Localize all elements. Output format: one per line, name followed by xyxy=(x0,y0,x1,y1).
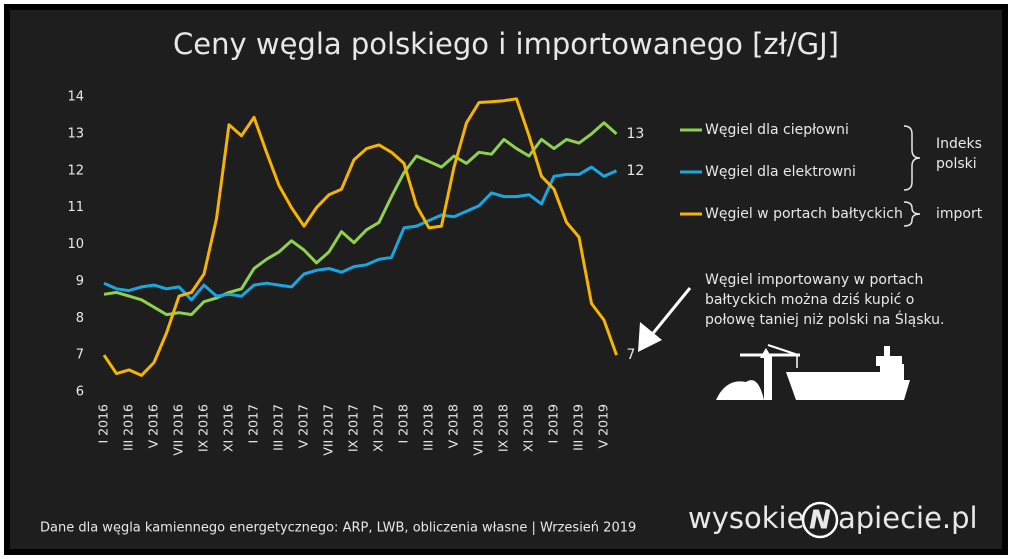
end-label: 13 xyxy=(627,126,645,142)
legend-label: Węgiel dla elektrowni xyxy=(705,164,856,180)
x-tick-label: IX 2018 xyxy=(496,404,511,452)
legend-label: Węgiel w portach bałtyckich xyxy=(705,206,903,222)
x-tick-label: IX 2016 xyxy=(196,404,211,452)
legend-group-label: polski xyxy=(936,156,977,172)
logo-letter: N xyxy=(809,506,831,536)
x-tick-label: III 2018 xyxy=(421,404,436,451)
x-tick-label: VII 2016 xyxy=(171,404,186,456)
x-tick-label: IX 2017 xyxy=(346,404,361,452)
series-line xyxy=(103,165,618,302)
logo-text: wysokie xyxy=(688,501,804,535)
annotation: połowę taniej niż polski na Śląsku. xyxy=(705,310,945,328)
x-tick-label: I 2019 xyxy=(546,404,561,444)
annotation: Węgiel importowany w portach xyxy=(705,272,923,288)
x-tick-label: XI 2016 xyxy=(221,404,236,452)
x-tick-label: XI 2018 xyxy=(521,404,536,452)
annotation: bałtyckich można dziś kupić o xyxy=(705,292,914,308)
x-tick-label: VII 2017 xyxy=(321,404,336,456)
ship-icon xyxy=(716,344,910,400)
legend-label: Węgiel dla ciepłowni xyxy=(705,122,849,138)
x-tick-label: I 2016 xyxy=(96,404,111,444)
x-tick-label: I 2018 xyxy=(396,404,411,444)
y-tick-label: 13 xyxy=(67,126,84,141)
x-tick-label: VII 2018 xyxy=(471,404,486,456)
end-label: 12 xyxy=(627,163,645,179)
y-tick-label: 6 xyxy=(76,385,84,400)
end-label: 7 xyxy=(627,347,636,363)
brace xyxy=(903,125,921,191)
y-tick-label: 11 xyxy=(67,200,84,215)
x-tick-label: V 2016 xyxy=(146,404,161,448)
x-tick-label: III 2019 xyxy=(571,404,586,451)
logo-circle xyxy=(801,501,839,539)
x-tick-label: V 2018 xyxy=(446,404,461,448)
brace xyxy=(903,201,921,227)
y-tick-label: 7 xyxy=(76,348,84,363)
y-tick-label: 8 xyxy=(76,311,84,326)
y-tick-label: 14 xyxy=(67,90,84,105)
y-tick-label: 12 xyxy=(67,163,84,178)
series-line xyxy=(103,121,618,317)
x-tick-label: XI 2017 xyxy=(371,404,386,452)
source-note: Dane dla węgla kamiennego energetycznego… xyxy=(40,521,636,536)
x-tick-label: III 2016 xyxy=(121,404,136,451)
x-tick-label: V 2019 xyxy=(596,404,611,448)
logo: wysokie N apiecie.pl xyxy=(688,501,978,539)
arrow xyxy=(638,287,692,352)
legend-group-label: Indeks xyxy=(936,136,982,152)
x-tick-label: V 2017 xyxy=(296,404,311,448)
x-tick-label: III 2017 xyxy=(271,404,286,451)
chart-title: Ceny węgla polskiego i importowanego [zł… xyxy=(173,27,839,61)
legend-group-label: import xyxy=(936,206,983,222)
y-tick-label: 9 xyxy=(76,274,84,289)
x-tick-label: I 2017 xyxy=(246,404,261,443)
series-line xyxy=(102,97,618,377)
logo-text: apiecie.pl xyxy=(838,501,978,535)
y-tick-label: 10 xyxy=(67,237,84,252)
